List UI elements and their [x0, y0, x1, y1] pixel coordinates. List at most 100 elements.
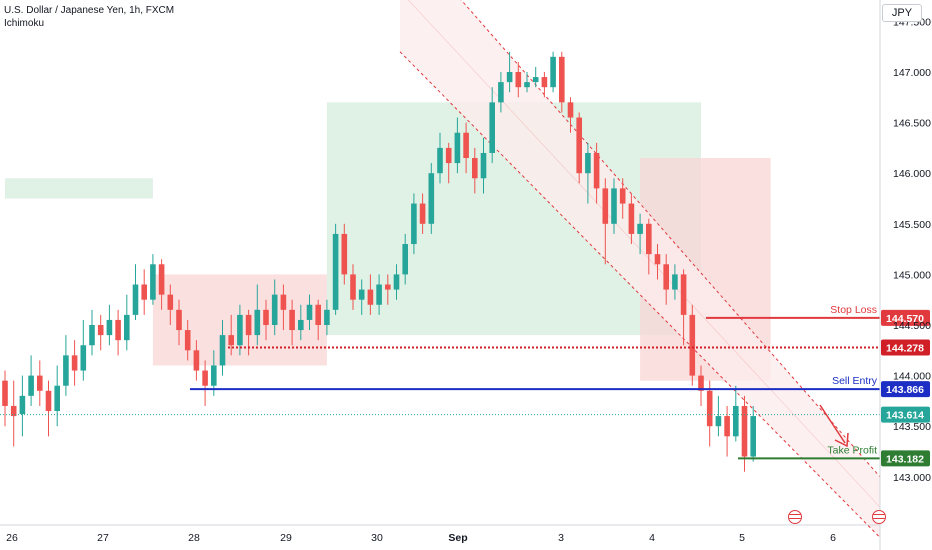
- candle-body: [463, 132, 469, 159]
- x-tick-label: 28: [188, 532, 200, 544]
- candle-body: [498, 82, 504, 103]
- cloud-segment: [5, 178, 153, 199]
- price-label: 144.278: [886, 342, 924, 354]
- y-tick-label: 146.500: [893, 118, 931, 130]
- candle-body: [158, 264, 165, 295]
- candle-body: [89, 325, 95, 346]
- price-label: 143.614: [886, 410, 924, 422]
- candle-body: [663, 264, 669, 290]
- price-label-box: [881, 309, 930, 326]
- y-tick-label: 143.000: [893, 472, 931, 484]
- candle-body: [132, 284, 139, 315]
- price-label-box: [881, 381, 930, 398]
- trade-levels: Stop Loss 144.570 144.278 Sell Entry 143.866…: [0, 304, 930, 467]
- candle-body: [341, 233, 348, 275]
- y-tick-label: 147.000: [893, 67, 931, 79]
- candle-body: [445, 147, 452, 164]
- candle-body: [141, 284, 147, 300]
- candle-body: [411, 203, 417, 245]
- price-label: 143.182: [886, 453, 924, 465]
- candle-body: [37, 375, 43, 391]
- candle-body: [733, 405, 739, 437]
- price-label: 144.570: [886, 313, 924, 325]
- candle-body: [672, 274, 678, 290]
- y-tick-label: 144.000: [893, 371, 931, 383]
- candle-body: [619, 188, 626, 204]
- candle-body: [350, 274, 356, 300]
- currency-label[interactable]: JPY: [882, 4, 922, 22]
- candle-body: [167, 294, 174, 310]
- candle-body: [585, 152, 591, 174]
- x-tick-label: 5: [739, 532, 745, 544]
- candle-body: [367, 289, 374, 305]
- x-tick-label: 6: [830, 532, 836, 544]
- projection-arrow: [819, 404, 849, 448]
- candle-body: [637, 223, 643, 234]
- candle-body: [489, 102, 495, 153]
- candle-body: [97, 325, 104, 336]
- us-flag-icon[interactable]: [872, 510, 886, 524]
- candle-body: [593, 152, 600, 189]
- candle-body: [437, 147, 443, 174]
- candle-body: [289, 309, 295, 331]
- symbol-title: U.S. Dollar / Japanese Yen, 1h, FXCM: [4, 5, 175, 16]
- y-tick-label: 145.000: [893, 269, 931, 281]
- channel-fill: [400, 0, 880, 538]
- candle-body: [150, 264, 156, 300]
- candle-body: [706, 390, 713, 427]
- x-tick-label: 4: [649, 532, 655, 544]
- candle-body: [576, 117, 582, 174]
- candle-body: [741, 405, 748, 457]
- candle-body: [680, 274, 687, 315]
- candle-body: [724, 416, 730, 437]
- candle-body: [524, 82, 530, 88]
- price-axis: 147.500147.000146.500146.000145.500145.0…: [893, 16, 931, 483]
- candle-body: [228, 335, 234, 346]
- price-label-box: [881, 406, 930, 423]
- channel-upper-line: [460, 0, 881, 478]
- level-name: Sell Entry: [832, 375, 878, 387]
- candle-body: [628, 203, 635, 234]
- candle-body: [10, 405, 17, 417]
- us-flag-icon[interactable]: [788, 510, 802, 524]
- candle-body: [80, 345, 87, 371]
- x-tick-label: Sep: [448, 532, 467, 544]
- candle-body: [280, 294, 287, 310]
- candle-body: [202, 370, 208, 386]
- candle-body: [559, 56, 565, 103]
- candle-body: [358, 289, 365, 300]
- candle-body: [45, 390, 52, 412]
- y-tick-label: 145.500: [893, 219, 931, 231]
- candle-body: [402, 244, 408, 275]
- candle-body: [245, 314, 252, 336]
- candle-body: [698, 375, 704, 391]
- candlesticks: [2, 51, 756, 472]
- price-label-box: [881, 339, 930, 356]
- indicator-label: Ichimoku: [4, 18, 45, 29]
- candle-body: [376, 284, 382, 305]
- candle-body: [219, 335, 226, 366]
- candle-body: [271, 294, 278, 325]
- candle-body: [454, 132, 461, 164]
- candle-body: [19, 395, 26, 415]
- x-tick-label: 3: [558, 532, 564, 544]
- candle-body: [689, 314, 696, 376]
- candle-body: [611, 188, 617, 224]
- candle-body: [715, 416, 722, 427]
- x-tick-label: 29: [280, 532, 292, 544]
- candle-body: [472, 158, 478, 179]
- candle-body: [2, 380, 8, 406]
- candle-body: [184, 330, 191, 351]
- candle-body: [124, 314, 130, 341]
- level-name: Stop Loss: [830, 304, 877, 316]
- candle-body: [237, 314, 243, 346]
- candle-body: [750, 416, 756, 457]
- candle-body: [115, 319, 121, 341]
- candle-body: [315, 304, 321, 325]
- candle-body: [54, 385, 60, 412]
- x-tick-label: 27: [97, 532, 109, 544]
- candle-body: [567, 102, 574, 118]
- candle-body: [550, 56, 556, 88]
- candle-body: [263, 309, 269, 325]
